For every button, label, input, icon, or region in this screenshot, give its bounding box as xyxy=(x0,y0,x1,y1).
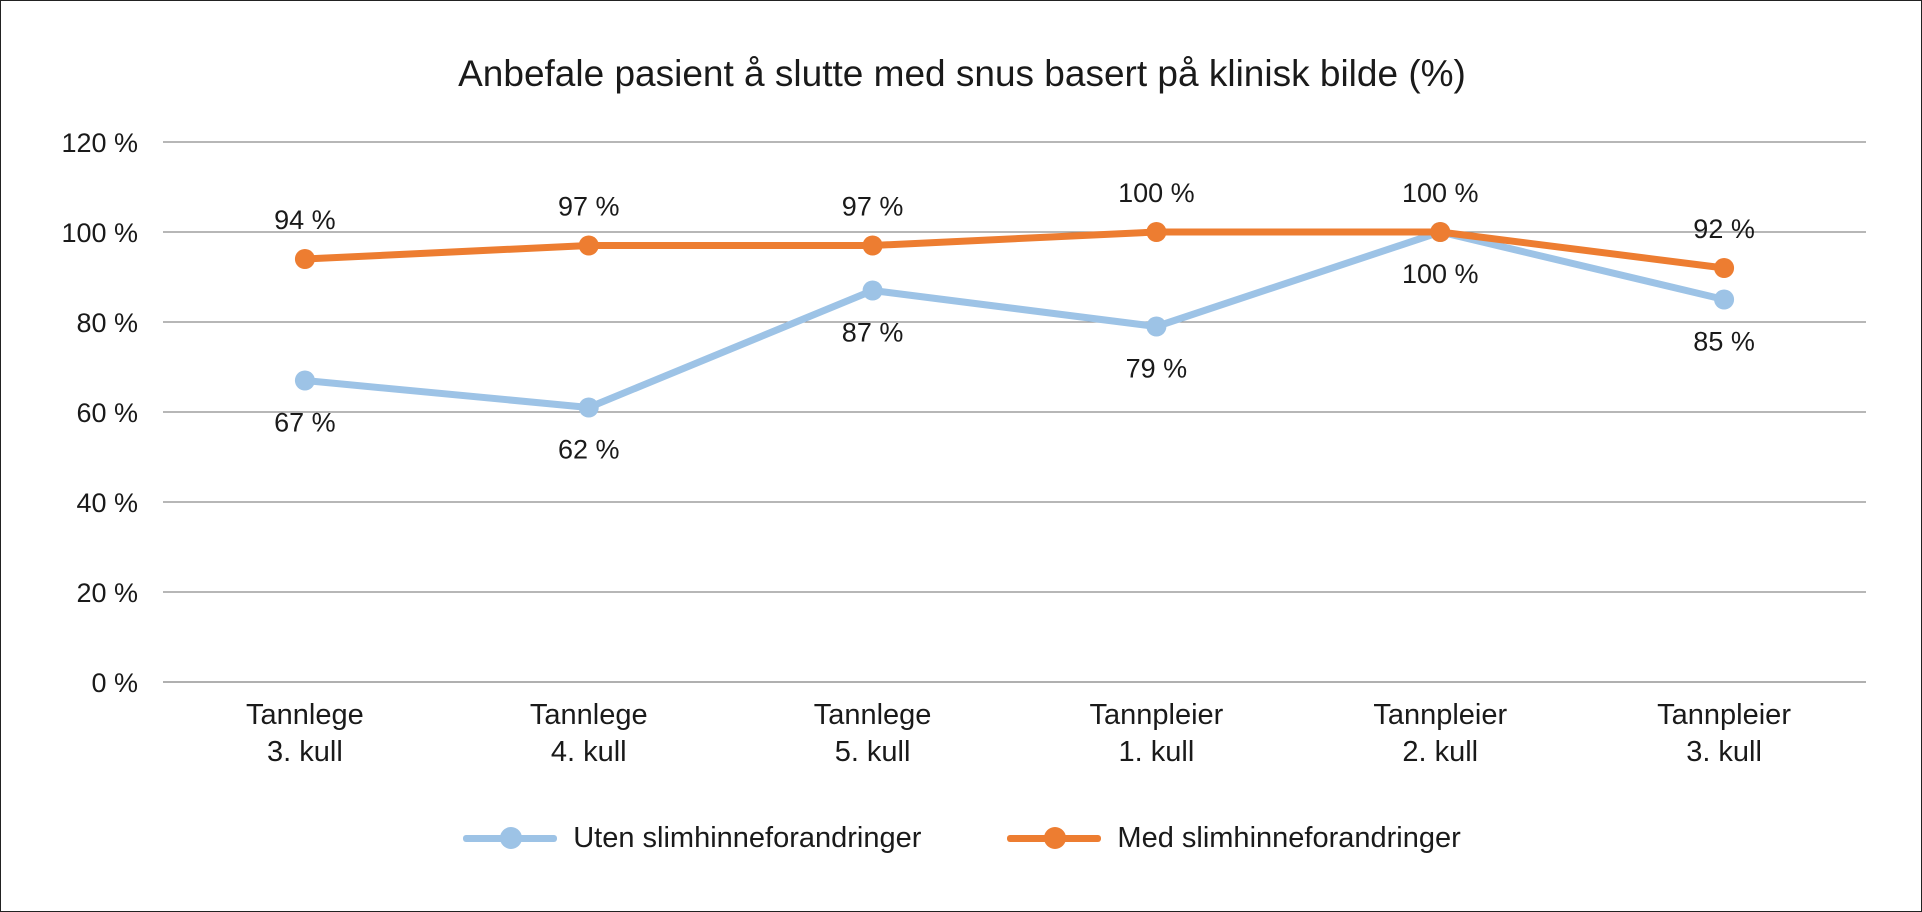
legend-item-med: Med slimhinneforandringer xyxy=(1007,821,1461,855)
data-point xyxy=(578,235,599,256)
data-point xyxy=(1714,258,1735,278)
legend-label-med: Med slimhinneforandringer xyxy=(1117,821,1461,854)
x-tick-label: 4. kull xyxy=(551,736,627,768)
data-label: 92 % xyxy=(1693,214,1755,244)
legend-swatch-uten xyxy=(463,826,558,850)
x-tick-label: 5. kull xyxy=(835,736,911,768)
x-tick-label: Tannlege xyxy=(814,699,932,731)
data-label: 100 % xyxy=(1118,178,1195,208)
x-tick-label: 3. kull xyxy=(1686,736,1762,768)
y-tick-label: 120 % xyxy=(61,128,138,158)
legend-item-uten: Uten slimhinneforandringer xyxy=(463,822,921,855)
data-point xyxy=(294,370,315,391)
data-point xyxy=(1714,289,1735,310)
data-label: 97 % xyxy=(558,192,620,222)
data-label: 100 % xyxy=(1402,178,1479,208)
data-label: 100 % xyxy=(1402,259,1479,289)
y-tick-label: 60 % xyxy=(76,398,138,428)
chart-title: Anbefale pasient å slutte med snus baser… xyxy=(458,53,1466,94)
data-point xyxy=(578,397,599,418)
y-tick-label: 20 % xyxy=(76,578,138,608)
series-line xyxy=(301,228,1728,411)
y-tick-label: 80 % xyxy=(76,308,138,338)
x-tick-label: 2. kull xyxy=(1402,736,1478,768)
data-label: 85 % xyxy=(1693,327,1755,357)
x-tick-label: Tannpleier xyxy=(1373,699,1507,731)
data-point xyxy=(862,280,883,301)
legend: Uten slimhinneforandringer Med slimhinne… xyxy=(1,813,1922,863)
legend-swatch-med xyxy=(1007,826,1102,850)
y-tick-label: 40 % xyxy=(76,488,138,518)
x-tick-label: Tannpleier xyxy=(1657,699,1791,731)
data-label: 94 % xyxy=(274,205,336,235)
data-label: 67 % xyxy=(274,408,336,438)
x-tick-label: Tannlege xyxy=(246,699,364,731)
legend-label-uten: Uten slimhinneforandringer xyxy=(573,821,922,854)
data-point xyxy=(1146,316,1167,337)
x-tick-label: 1. kull xyxy=(1119,736,1195,768)
x-tick-label: Tannpleier xyxy=(1090,699,1224,731)
data-label: 62 % xyxy=(558,435,620,465)
data-label: 87 % xyxy=(842,318,904,348)
data-point xyxy=(1146,222,1167,242)
data-point xyxy=(294,249,315,269)
y-tick-label: 100 % xyxy=(61,218,138,248)
series-line xyxy=(301,228,1728,272)
y-tick-label: 0 % xyxy=(91,668,138,698)
data-label: 97 % xyxy=(842,192,904,222)
x-tick-label: 3. kull xyxy=(267,736,343,768)
data-point xyxy=(1430,222,1451,242)
x-tick-label: Tannlege xyxy=(530,699,648,731)
data-point xyxy=(862,235,883,256)
data-label: 79 % xyxy=(1126,354,1188,384)
